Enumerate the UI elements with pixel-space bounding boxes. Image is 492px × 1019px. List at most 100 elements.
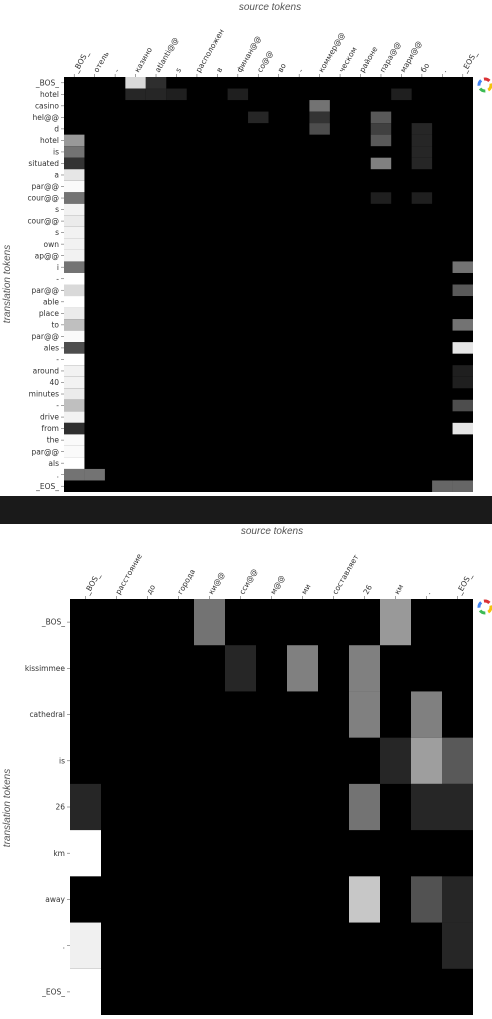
y-tick-label: _BOS_ (35, 78, 59, 87)
toolbar-logo-icon-1[interactable] (477, 77, 492, 93)
y-tick-label: par@@ (32, 332, 59, 341)
heatmap-cell (370, 192, 392, 204)
y-tick-label: is (53, 148, 59, 157)
heatmap-2-svg: source tokens translation tokens _BOS_ ра… (2, 526, 492, 1015)
heatmap-cell (64, 146, 85, 158)
heatmap-cell (309, 123, 330, 135)
x-tick-label: составляет (330, 552, 360, 596)
heatmap-2-grid (70, 599, 473, 1015)
y-tick-label: cour@@ (27, 194, 59, 203)
heatmap-cell (370, 111, 392, 124)
heatmap-cell (166, 88, 187, 101)
y-tick-label: situated (28, 159, 59, 168)
x-tick-label: во (276, 61, 289, 74)
x-tick-label: расположен (194, 27, 226, 74)
heatmap-cell (194, 599, 225, 646)
attention-heatmap-1: source tokens translation tokens _BOS_ от… (0, 0, 492, 496)
y-tick-label: s (55, 205, 59, 214)
x-tick-label: ческом (337, 45, 359, 74)
x-ticks-2: _BOS_ расстояние до города ки@@ сси@@ м@@ ми сос… (82, 552, 474, 599)
heatmap-cell (64, 238, 85, 250)
heatmap-cell (64, 169, 85, 181)
heatmap-cell (145, 77, 167, 89)
x-tick-label: _BOS_ (82, 571, 102, 597)
x-tick-label: казино (133, 45, 155, 74)
y-tick-label: ap@@ (35, 251, 59, 260)
heatmap-cell (452, 480, 473, 492)
heatmap-cell (225, 645, 256, 692)
heatmap-cell (70, 783, 101, 831)
heatmap-1-svg: source tokens translation tokens _BOS_ от… (2, 2, 492, 492)
heatmap-cell (64, 376, 85, 389)
heatmap-cell (442, 737, 473, 784)
heatmap-cell (145, 88, 167, 101)
x-tick-label: . (439, 67, 448, 74)
y-tick-label: hotel (40, 90, 59, 99)
x-tick-label: - (112, 67, 121, 74)
x-tick-label: ки@@ (206, 570, 226, 596)
heatmap-cell (125, 88, 146, 101)
heatmap-cell (248, 111, 269, 124)
heatmap-cell (411, 123, 433, 135)
heatmap-1-grid (64, 77, 473, 492)
y-ticks-1: _BOS_hotelcasinohel@@dhotelissituatedapa… (27, 78, 64, 491)
y-tick-label: drive (40, 413, 59, 422)
x-tick-label: города (175, 568, 197, 596)
y-axis-title-1: translation tokens (2, 245, 13, 323)
y-tick-label: 40 (49, 378, 59, 387)
y-tick-label: ales (44, 344, 59, 353)
heatmap-cell (64, 134, 85, 147)
heatmap-cell (309, 100, 330, 112)
heatmap-cell (64, 422, 85, 435)
heatmap-cell (349, 876, 380, 923)
attention-heatmap-2: source tokens translation tokens _BOS_ ра… (0, 524, 492, 1019)
y-tick-label: cathedral (29, 710, 65, 719)
heatmap-cell (227, 88, 249, 101)
y-tick-label: own (44, 240, 60, 249)
y-tick-label: als (48, 459, 59, 468)
y-tick-label: d (54, 124, 59, 133)
heatmap-cell (64, 365, 85, 377)
x-tick-label: _EOS_ (459, 49, 479, 74)
y-tick-label: around (33, 367, 60, 376)
heatmap-cell (452, 284, 473, 297)
y-tick-label: km (53, 849, 65, 858)
y-tick-label: place (39, 309, 60, 318)
heatmap-cell (64, 342, 85, 354)
y-tick-label: . (57, 470, 59, 479)
x-axis-title-2: source tokens (241, 526, 303, 537)
y-tick-label: from (42, 424, 59, 433)
toolbar-logo-icon-2[interactable] (477, 599, 492, 615)
x-tick-label: км (392, 583, 405, 596)
y-tick-label: par@@ (32, 182, 59, 191)
heatmap-cell (70, 968, 101, 1015)
y-tick-label: hel@@ (33, 113, 59, 122)
y-tick-label: minutes (29, 390, 59, 399)
heatmap-cell (64, 330, 85, 343)
x-tick-label: _EOS_ (454, 571, 474, 596)
x-tick-label: 26 (361, 583, 374, 596)
heatmap-cell (64, 353, 85, 366)
heatmap-cell (442, 922, 473, 969)
y-tick-label: able (43, 297, 59, 306)
heatmap-cell (370, 134, 392, 147)
y-tick-label: casino (35, 101, 59, 110)
heatmap-cell (452, 319, 473, 331)
x-tick-label: _BOS_ (71, 49, 91, 75)
heatmap-cell (442, 876, 473, 923)
heatmap-cell (64, 249, 85, 262)
x-tick-label: бо (419, 61, 432, 74)
heatmap-cell (64, 192, 85, 204)
heatmap-cell (442, 783, 473, 831)
heatmap-cell (432, 480, 453, 492)
heatmap-cell (64, 388, 85, 400)
x-tick-label: районе (357, 45, 379, 74)
heatmap-cell (64, 399, 85, 412)
x-tick-label: отель (92, 50, 111, 74)
panel-divider (0, 496, 492, 524)
heatmap-cell (64, 203, 85, 216)
heatmap-cell (411, 146, 433, 158)
y-tick-label: - (56, 355, 59, 364)
heatmap-cell (64, 457, 85, 469)
x-tick-label: . (423, 589, 432, 596)
